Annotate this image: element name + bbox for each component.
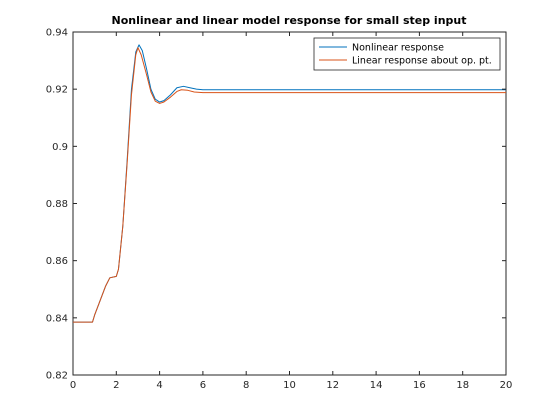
x-tick-label: 0 xyxy=(70,380,76,391)
y-tick-label: 0.82 xyxy=(46,371,68,382)
ticks-layer: 0 2 4 6 8 10 12 14 16 18 20 0.82 0.84 0.86 0.88 0.9 0.92… xyxy=(46,28,513,392)
y-tick-label: 0.88 xyxy=(46,199,68,210)
legend-label: Nonlinear response xyxy=(352,43,444,54)
y-tick-label: 0.9 xyxy=(52,142,68,153)
x-tick-label: 2 xyxy=(113,380,119,391)
x-tick-label: 12 xyxy=(326,380,339,391)
series-layer xyxy=(73,44,506,323)
series-line-linear xyxy=(73,47,506,323)
x-tick-label: 8 xyxy=(243,380,249,391)
axes-box xyxy=(72,31,507,376)
x-tick-label: 6 xyxy=(200,380,206,391)
x-tick-label: 10 xyxy=(283,380,296,391)
x-tick-label: 16 xyxy=(413,380,426,391)
legend-label: Linear response about op. pt. xyxy=(352,56,492,67)
chart-title: Nonlinear and linear model response for … xyxy=(112,14,467,27)
plot-area: 0 2 4 6 8 10 12 14 16 18 20 0.82 0.84 0.86 0.88 0.9 0.92… xyxy=(46,28,513,392)
y-tick-label: 0.86 xyxy=(46,256,68,267)
x-tick-label: 4 xyxy=(156,380,162,391)
x-tick-label: 14 xyxy=(370,380,383,391)
y-tick-label: 0.92 xyxy=(46,85,68,96)
y-tick-label: 0.84 xyxy=(46,313,68,324)
x-tick-label: 18 xyxy=(456,380,469,391)
legend-box xyxy=(313,37,501,71)
legend: Nonlinear response Linear response about … xyxy=(313,37,501,71)
x-tick-label: 20 xyxy=(500,380,513,391)
y-tick-label: 0.94 xyxy=(46,28,68,39)
